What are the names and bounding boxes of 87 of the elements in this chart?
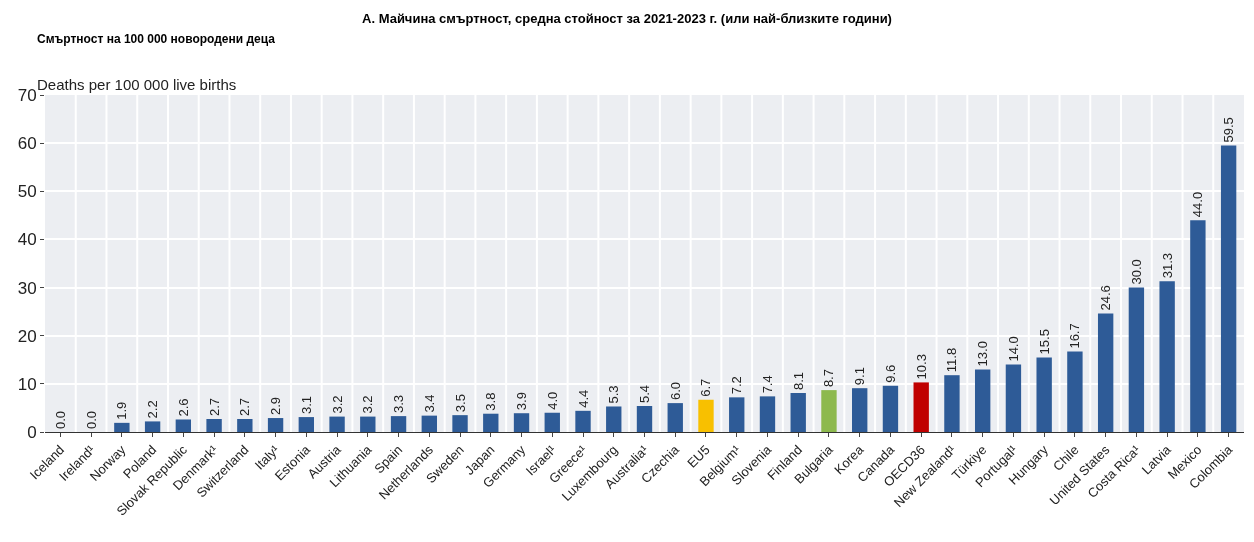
bar: [513, 413, 530, 432]
bar: [144, 421, 161, 432]
data-label: 3.2: [360, 395, 376, 414]
data-label: 1.9: [114, 401, 130, 420]
bar: [390, 416, 407, 432]
bar: [1220, 145, 1237, 432]
bar: [1128, 287, 1145, 432]
bar: [544, 412, 560, 432]
bar: [114, 422, 130, 432]
bar: [237, 419, 253, 432]
bar: [790, 393, 806, 432]
chart-subtitle: Смъртност на 100 000 новородени деца: [37, 32, 276, 46]
data-label: 24.6: [1098, 285, 1114, 311]
bar: [298, 417, 315, 432]
bar: [606, 406, 622, 432]
bar: [759, 396, 776, 432]
data-label: 3.4: [421, 394, 437, 413]
data-label: 8.1: [790, 371, 806, 390]
data-label: 2.2: [145, 400, 161, 419]
bar: [729, 397, 745, 432]
data-label: 6.0: [667, 382, 683, 401]
y-tick-label: 20: [17, 326, 37, 346]
bar: [667, 403, 683, 432]
data-label: 30.0: [1128, 259, 1144, 285]
bar: [1067, 351, 1083, 432]
bar: [360, 416, 376, 432]
bar: [944, 375, 960, 432]
data-label: 6.7: [698, 378, 714, 397]
bar: [452, 415, 468, 432]
bar: [329, 416, 345, 432]
y-tick-label: 30: [17, 278, 37, 298]
bar: [575, 410, 591, 432]
chart-title: A. Майчина смъртност, средна стойност за 2021-2023 г. (или най-близките години): [362, 10, 892, 26]
data-label: 31.3: [1159, 253, 1175, 279]
y-tick-label: 0: [27, 422, 37, 442]
y-axis-title: Deaths per 100 000 live births: [37, 76, 237, 93]
data-label: 9.1: [852, 367, 868, 386]
bar: [821, 390, 837, 432]
data-label: 16.7: [1067, 323, 1083, 349]
data-label: 14.0: [1005, 336, 1021, 362]
data-label: 0.0: [52, 410, 68, 429]
bar: [1159, 281, 1175, 432]
bar: [1190, 220, 1206, 432]
y-tick-label: 50: [17, 182, 37, 202]
data-label: 13.0: [975, 341, 991, 367]
data-label: 11.8: [944, 347, 960, 373]
bar: [421, 415, 437, 432]
data-label: 5.3: [606, 385, 622, 404]
data-label: 4.0: [544, 391, 560, 410]
data-label: 3.9: [514, 392, 530, 411]
data-label: 7.4: [759, 375, 775, 394]
data-label: 9.6: [882, 364, 898, 383]
bar: [698, 399, 714, 432]
bar: [882, 385, 899, 432]
data-label: 2.6: [175, 398, 191, 417]
data-label: 10.3: [913, 354, 929, 380]
data-label: 59.5: [1221, 117, 1237, 143]
bar: [852, 388, 868, 432]
data-label: 44.0: [1190, 191, 1206, 218]
data-label: 3.8: [483, 392, 499, 411]
y-tick-label: 10: [17, 374, 37, 394]
data-label: 4.4: [575, 389, 591, 408]
data-label: 3.5: [452, 394, 468, 413]
data-label: 5.4: [637, 384, 652, 403]
y-tick-label: 70: [17, 85, 37, 105]
data-label: 3.2: [329, 395, 345, 414]
bar: [974, 369, 991, 432]
data-label: 2.9: [268, 396, 284, 416]
bar: [1036, 357, 1052, 432]
data-label: 7.2: [729, 376, 745, 395]
bar: [483, 413, 499, 432]
data-label: 3.3: [391, 395, 407, 414]
bar: [1097, 313, 1114, 432]
bar: [636, 406, 653, 432]
y-tick-label: 60: [17, 134, 37, 154]
data-label: 3.1: [298, 396, 314, 415]
bar: [1005, 364, 1022, 432]
bar: [175, 419, 192, 432]
data-label: 15.5: [1036, 329, 1052, 355]
bar: [913, 382, 929, 432]
bar: [267, 418, 284, 432]
data-label: 2.7: [237, 397, 253, 416]
y-tick-label: 40: [17, 230, 37, 250]
bar: [206, 419, 222, 432]
data-label: 8.7: [821, 369, 837, 388]
data-label: 2.7: [206, 397, 222, 416]
data-label: 0.0: [83, 410, 99, 429]
